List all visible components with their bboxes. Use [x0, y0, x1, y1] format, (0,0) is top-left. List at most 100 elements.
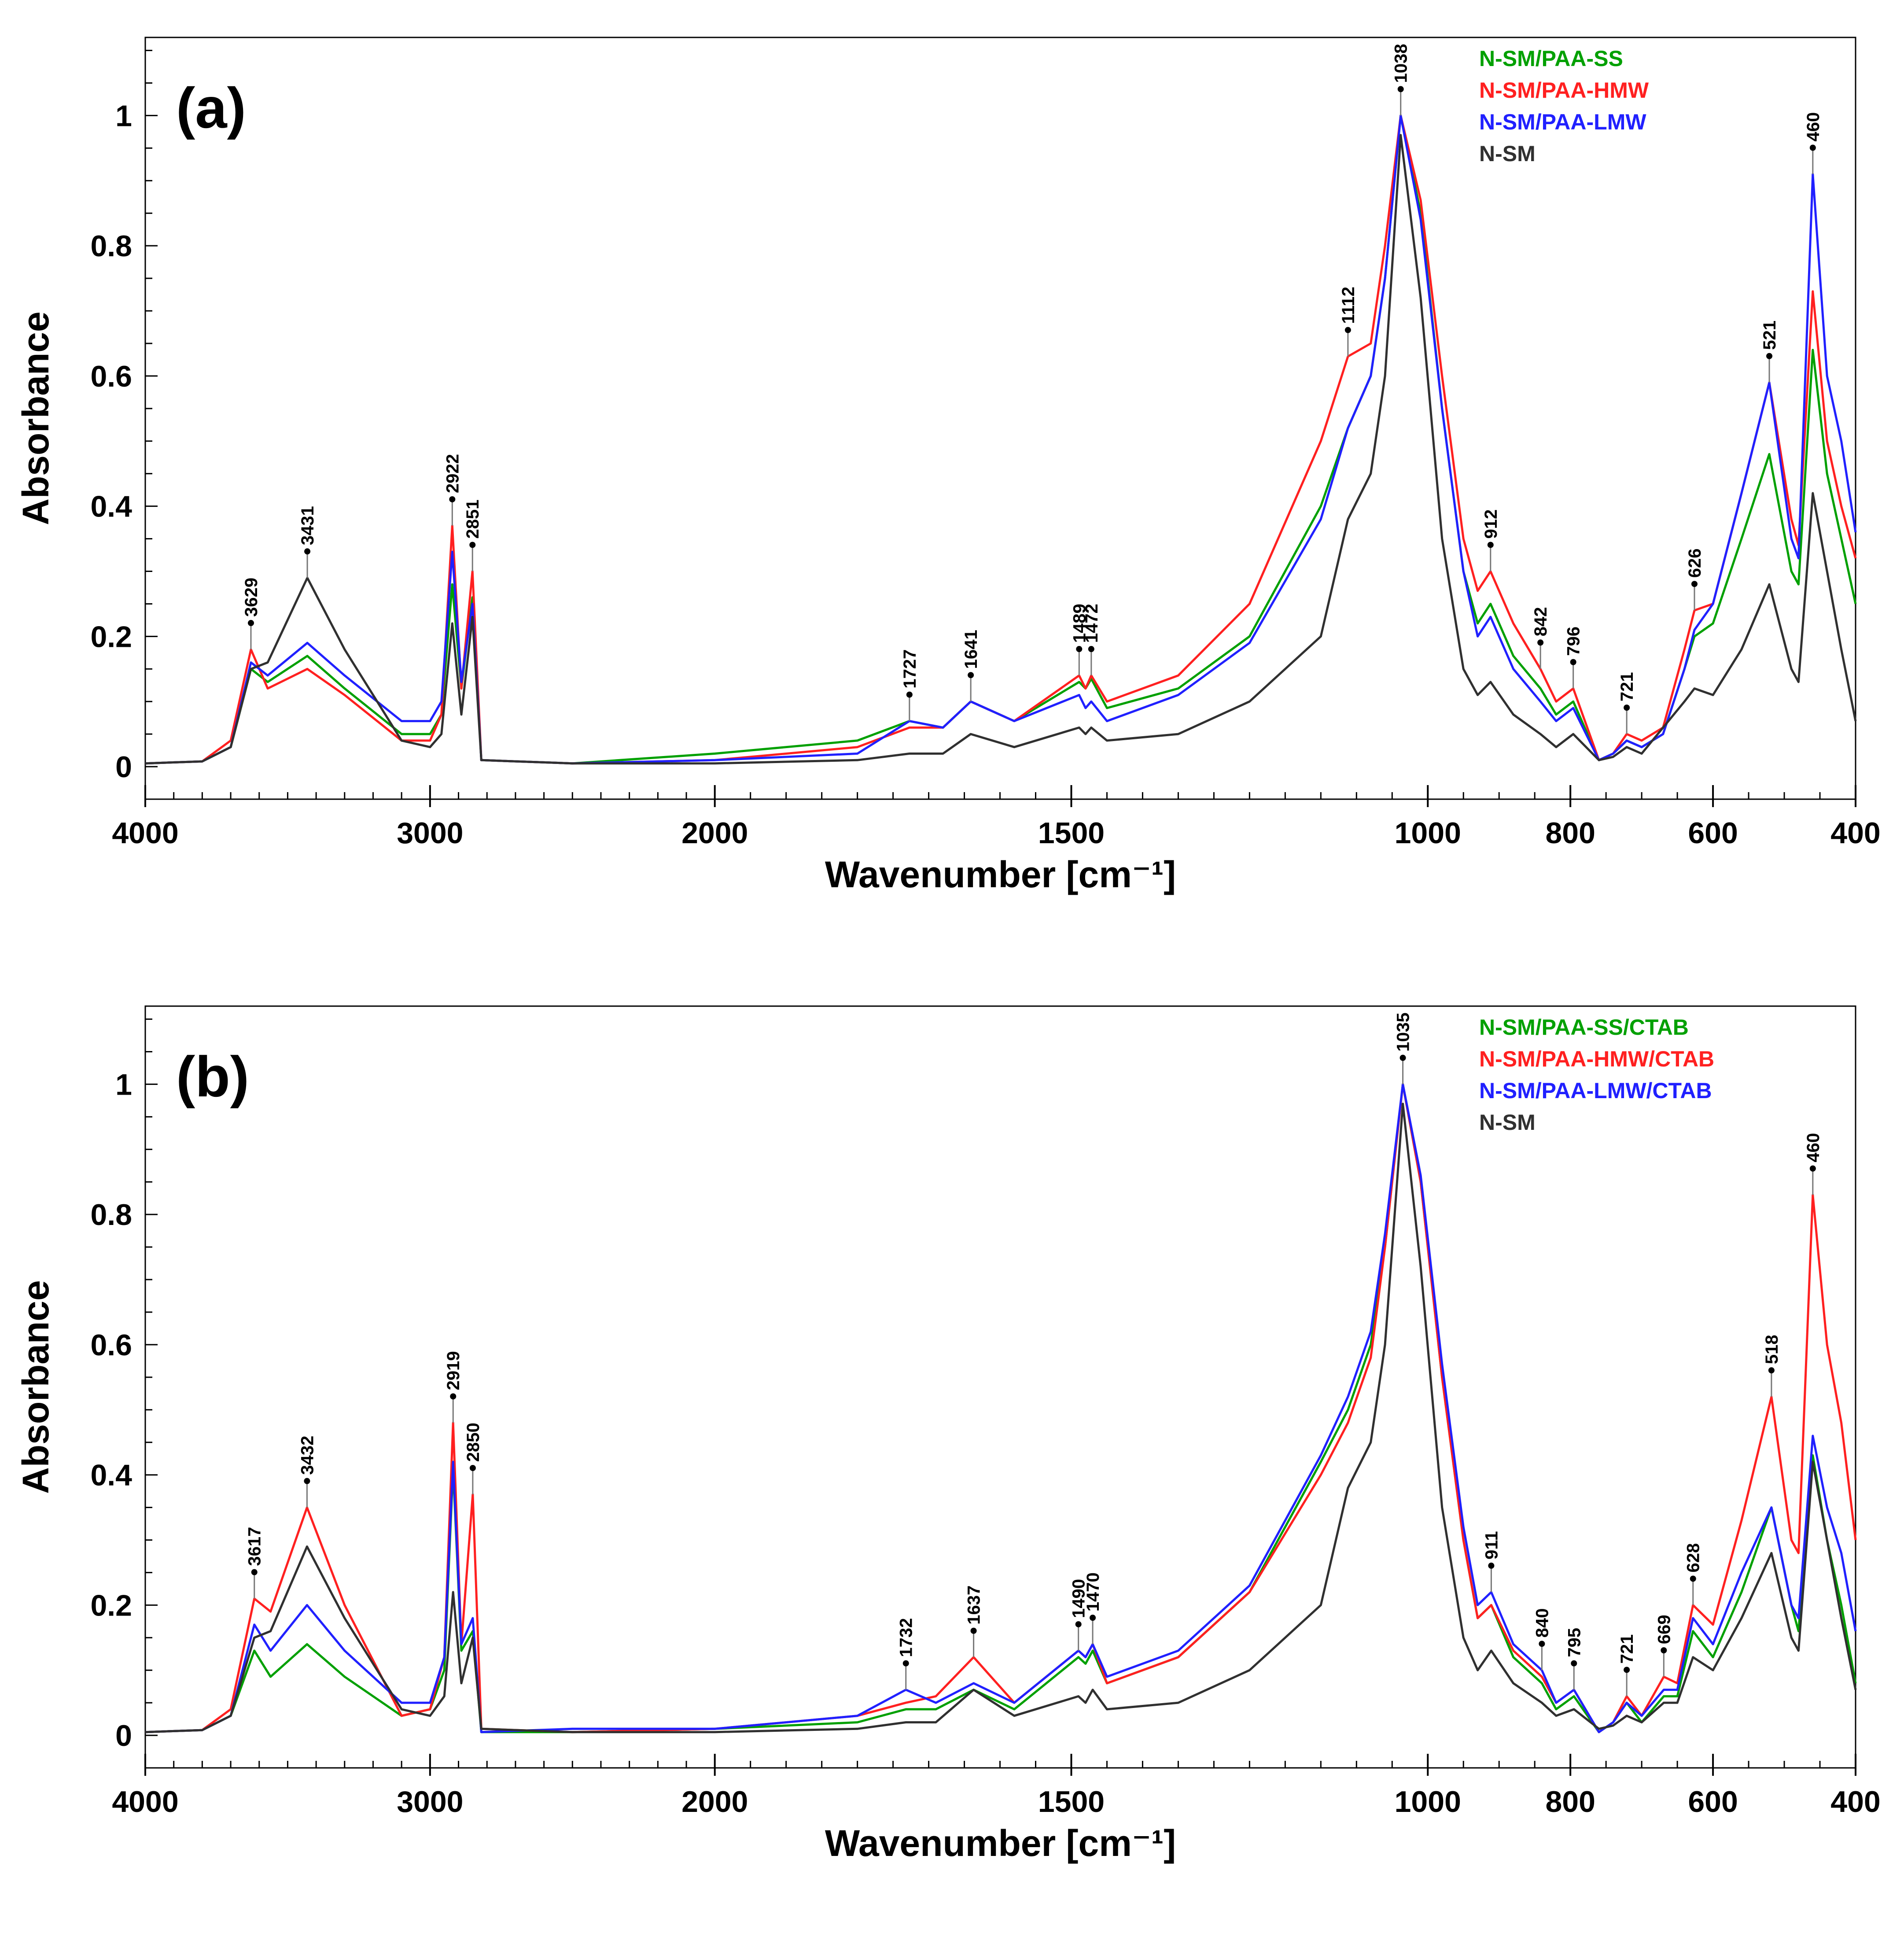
peak-marker-dot	[1768, 1367, 1775, 1374]
peak-marker-dot	[469, 542, 476, 548]
peak-marker-dot	[1344, 327, 1351, 333]
peak-label: 1641	[961, 630, 981, 669]
y-tick-label: 0	[115, 750, 132, 784]
peak-label: 1112	[1339, 287, 1358, 324]
x-tick-label: 600	[1688, 816, 1738, 850]
x-tick-label: 800	[1545, 816, 1595, 850]
peak-marker-dot	[968, 672, 974, 679]
peak-label: 518	[1762, 1335, 1782, 1364]
peak-marker-dot	[1809, 144, 1816, 151]
peak-label: 2851	[463, 499, 482, 539]
x-axis-title: Wavenumber [cm⁻¹]	[825, 854, 1176, 895]
y-axis-title: Absorbance	[15, 311, 56, 525]
peak-label: 3629	[242, 578, 261, 617]
peak-marker-dot	[1691, 581, 1698, 587]
peak-label: 460	[1804, 112, 1823, 142]
peak-marker-dot	[1766, 353, 1773, 359]
y-tick-label: 0.8	[90, 1198, 132, 1232]
series-line-n-sm-paa-lmw-ctab	[145, 1083, 1857, 1734]
peak-marker-dot	[970, 1627, 977, 1634]
peak-label: 1489	[1070, 604, 1089, 643]
peak-label: 521	[1760, 321, 1779, 350]
y-tick-label: 1	[115, 1068, 132, 1101]
peak-marker-dot	[902, 1660, 909, 1667]
chart-panel-b: 0 0.2 0.4 0.6 0.8 1 4000 3000 2000 1500 1000 800 600…	[0, 969, 1904, 1933]
x-tick-label: 600	[1688, 1785, 1738, 1819]
legend-entry: N-SM/PAA-LMW/CTAB	[1479, 1078, 1712, 1103]
y-tick-label: 0.2	[90, 1589, 132, 1622]
peak-label: 796	[1564, 627, 1584, 656]
peak-label: 626	[1685, 548, 1705, 578]
peak-label: 1470	[1083, 1572, 1103, 1612]
legend-entry: N-SM/PAA-LMW	[1479, 110, 1646, 134]
plot-frame-a	[144, 37, 1856, 800]
peak-label: 1732	[897, 1618, 916, 1657]
y-tick-label: 0.4	[90, 490, 132, 524]
x-tick-label: 1000	[1395, 816, 1461, 850]
peak-label: 1727	[900, 649, 920, 689]
panel-label-a: (a)	[176, 76, 246, 140]
peak-label: 1038	[1392, 44, 1411, 83]
peak-marker-dot	[1487, 542, 1494, 548]
peak-marker-dot	[450, 1393, 457, 1400]
y-tick-label: 0.8	[90, 229, 132, 263]
x-tick-label: 1000	[1395, 1785, 1461, 1819]
peak-label: 842	[1531, 607, 1550, 637]
y-tick-label: 0.6	[90, 360, 132, 393]
peak-marker-dot	[1661, 1647, 1667, 1653]
peak-marker-dot	[1088, 646, 1094, 653]
peak-marker-dot	[1624, 705, 1630, 711]
peak-marker-dot	[1488, 1562, 1495, 1569]
peak-marker-dot	[251, 1569, 258, 1575]
x-tick-label: 4000	[112, 1785, 178, 1819]
chart-b-svg: 0 0.2 0.4 0.6 0.8 1 4000 3000 2000 1500 1000 800 600…	[15, 1005, 1881, 1864]
y-tick-label: 0.4	[90, 1459, 132, 1492]
x-tick-label: 400	[1830, 1785, 1880, 1819]
series-line-n-sm-paa-ss-ctab	[145, 1083, 1857, 1734]
y-tick-label: 0.2	[90, 620, 132, 653]
series-line-n-sm	[145, 134, 1857, 765]
x-axis-title: Wavenumber [cm⁻¹]	[825, 1822, 1176, 1864]
peak-marker-dot	[1571, 1660, 1577, 1667]
peak-label: 3431	[298, 506, 317, 545]
series-line-n-sm-paa-hmw	[145, 114, 1857, 765]
peak-label: 1490	[1069, 1579, 1089, 1618]
x-tick-label: 3000	[397, 1785, 463, 1819]
legend-entry: N-SM/PAA-SS	[1479, 46, 1623, 71]
x-tick-label: 1500	[1038, 1785, 1105, 1819]
x-tick-label: 400	[1830, 816, 1880, 850]
peak-label: 3617	[245, 1527, 265, 1566]
x-tick-label: 2000	[681, 1785, 748, 1819]
peak-label: 912	[1481, 509, 1501, 539]
x-tick-label: 1500	[1038, 816, 1105, 850]
peak-marker-dot	[1570, 659, 1576, 665]
y-tick-label: 0.6	[90, 1328, 132, 1362]
peak-marker-dot	[1076, 646, 1083, 653]
peak-label: 795	[1565, 1628, 1584, 1657]
series-line-n-sm-paa-lmw	[145, 114, 1857, 765]
peak-label: 1035	[1394, 1012, 1413, 1051]
peak-marker-dot	[1809, 1165, 1816, 1172]
peak-marker-dot	[906, 691, 913, 698]
series-line-n-sm-paa-hmw-ctab	[145, 1083, 1857, 1734]
peak-marker-dot	[247, 620, 254, 626]
x-tick-label: 2000	[681, 816, 748, 850]
peak-label: 628	[1684, 1543, 1703, 1573]
legend-entry: N-SM	[1479, 1110, 1536, 1135]
peak-label: 1472	[1082, 604, 1101, 643]
legend-entry: N-SM	[1479, 141, 1536, 166]
series-line-n-sm-paa-ss	[145, 114, 1857, 765]
series-line-n-sm	[145, 1103, 1857, 1734]
peak-marker-dot	[449, 496, 456, 502]
peak-label: 2922	[443, 454, 462, 493]
peak-label: 2850	[464, 1423, 483, 1462]
x-tick-label: 800	[1545, 1785, 1595, 1819]
peak-marker-dot	[1075, 1621, 1082, 1627]
peak-label: 669	[1654, 1615, 1674, 1644]
peak-marker-dot	[1399, 1055, 1406, 1061]
x-tick-label: 3000	[397, 816, 463, 850]
peak-marker-dot	[1539, 1641, 1545, 1647]
peak-label: 1637	[965, 1586, 984, 1625]
peak-marker-dot	[1537, 639, 1544, 646]
peak-marker-dot	[304, 1478, 310, 1484]
